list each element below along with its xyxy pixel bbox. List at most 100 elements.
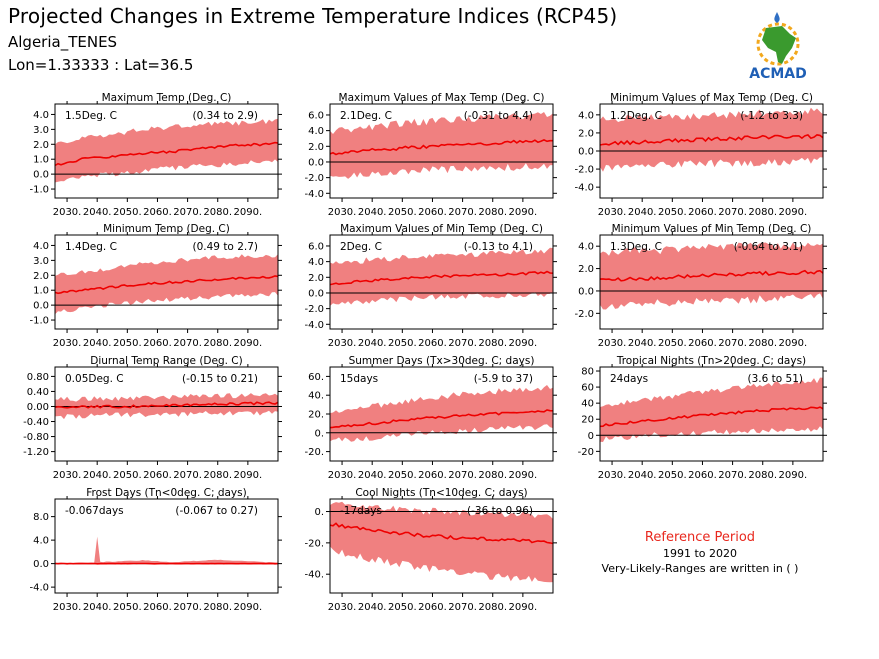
x-tick-label: 2030.: [53, 338, 82, 349]
range-band: [600, 377, 823, 442]
y-tick-label: 3.0: [33, 256, 49, 267]
x-tick-label: 2080.: [203, 338, 232, 349]
x-tick-label: 2040.: [358, 338, 387, 349]
y-tick-label: 20.: [308, 410, 324, 421]
chart-title: Tropical Nights (Tn>20deg. C; days): [616, 355, 806, 367]
chart-title: Minimum Values of Min Temp (Deg. C): [612, 223, 812, 235]
x-tick-label: 2030.: [328, 602, 357, 613]
chart-range: (-0.31 to 4.4): [464, 110, 533, 122]
range-band: [600, 242, 823, 310]
x-tick-label: 2030.: [598, 207, 627, 218]
y-tick-label: -1.0: [29, 185, 49, 196]
range-band: [55, 118, 278, 183]
x-tick-label: 2090.: [234, 470, 263, 481]
x-tick-label: 2070.: [448, 338, 477, 349]
y-tick-label: 4.0: [578, 242, 594, 253]
y-tick-label: 0.: [314, 428, 324, 439]
x-tick-label: 2030.: [598, 338, 627, 349]
y-tick-label: -2.0: [574, 309, 594, 320]
x-tick-label: 2030.: [53, 207, 82, 218]
median-line: [54, 401, 279, 409]
chart-summary: 1.5Deg. C: [65, 110, 117, 122]
y-tick-label: 4.0: [33, 110, 49, 121]
x-tick-label: 2090.: [234, 338, 263, 349]
x-tick-label: 2040.: [83, 338, 112, 349]
y-tick-label: 4.0: [308, 126, 324, 137]
y-tick-label: 0.80: [27, 372, 49, 383]
y-tick-label: -20.: [304, 447, 324, 458]
x-tick-label: 2050.: [388, 470, 417, 481]
chart-title: Maximum Values of Min Temp (Deg. C): [340, 223, 543, 235]
median-line: [599, 269, 824, 282]
y-tick-label: 2.0: [578, 264, 594, 275]
plot-frame: [329, 498, 554, 594]
y-tick-label: 1.0: [33, 286, 49, 297]
logo-text: ACMAD: [749, 66, 807, 82]
y-tick-label: -2.0: [304, 304, 324, 315]
chart-panel: Minimum Values of Min Temp (Deg. C) 1.3De…: [574, 223, 827, 349]
range-band: [55, 536, 278, 565]
x-tick-label: 2080.: [478, 470, 507, 481]
chart-range: (-0.64 to 3.1): [734, 241, 803, 253]
reference-period-years: 1991 to 2020: [662, 547, 738, 560]
x-tick-label: 2030.: [53, 602, 82, 613]
median-line: [54, 275, 279, 295]
y-tick-label: 60: [581, 383, 594, 394]
chart-title: Maximum Temp (Deg. C): [102, 92, 232, 104]
y-tick-label: 8.0: [33, 512, 49, 523]
acmad-logo: ACMAD: [749, 12, 807, 82]
x-tick-label: 2080.: [748, 207, 777, 218]
x-tick-label: 2060.: [688, 207, 717, 218]
y-tick-label: -0.80: [23, 432, 49, 443]
x-tick-label: 2090.: [509, 207, 538, 218]
median-line: [599, 133, 824, 146]
plot-frame: [599, 234, 824, 330]
chart-panel: Minimum Temp (Deg. C) 1.4Deg. C (0.49 to 2…: [29, 223, 282, 349]
chart-panel: Cool Nights (Tn<10deg. C; days) -17days (-…: [304, 487, 557, 613]
x-tick-label: 2040.: [83, 602, 112, 613]
y-tick-label: 2.0: [33, 271, 49, 282]
chart-panel: Diurnal Temp Range (Deg. C) 0.05Deg. C (-0…: [23, 355, 282, 481]
median-line: [329, 522, 554, 545]
range-note: Very-Likely-Ranges are written in ( ): [601, 562, 799, 575]
plot-frame: [54, 234, 279, 330]
chart-range: (-0.15 to 0.21): [182, 373, 258, 385]
plot-frame: [54, 498, 279, 594]
plot-frame: [329, 234, 554, 330]
x-tick-label: 2060.: [418, 207, 447, 218]
y-tick-label: -2.0: [574, 165, 594, 176]
x-tick-label: 2030.: [53, 470, 82, 481]
x-tick-label: 2080.: [478, 207, 507, 218]
chart-panel: Minimum Values of Max Temp (Deg. C) 1.2De…: [574, 92, 827, 218]
y-tick-label: 0.0: [33, 301, 49, 312]
x-tick-label: 2060.: [143, 207, 172, 218]
median-line: [329, 270, 554, 286]
chart-summary: 1.2Deg. C: [610, 110, 662, 122]
x-tick-label: 2040.: [358, 470, 387, 481]
x-tick-label: 2050.: [388, 207, 417, 218]
x-tick-label: 2050.: [113, 338, 142, 349]
plot-frame: [54, 366, 279, 462]
x-tick-label: 2030.: [328, 338, 357, 349]
chart-range: (-0.067 to 0.27): [175, 505, 258, 517]
y-tick-label: 0.0: [308, 288, 324, 299]
y-tick-label: -4.0: [304, 189, 324, 200]
x-tick-label: 2080.: [478, 602, 507, 613]
x-tick-label: 2090.: [509, 338, 538, 349]
x-tick-label: 2090.: [234, 602, 263, 613]
y-tick-label: 4.0: [33, 536, 49, 547]
y-tick-label: -20.: [304, 538, 324, 549]
x-tick-label: 2040.: [358, 602, 387, 613]
x-tick-label: 2040.: [628, 207, 657, 218]
y-tick-label: 0.0: [33, 559, 49, 570]
x-tick-label: 2060.: [143, 470, 172, 481]
y-tick-label: -40.: [304, 570, 324, 581]
x-tick-label: 2090.: [779, 207, 808, 218]
chart-title: Summer Days (Tx>30deg. C; days): [349, 355, 535, 367]
x-tick-label: 2040.: [628, 470, 657, 481]
y-tick-label: 60.: [308, 372, 324, 383]
x-tick-label: 2050.: [658, 207, 687, 218]
chart-panel: Maximum Temp (Deg. C) 1.5Deg. C (0.34 to 2…: [29, 92, 282, 218]
y-tick-label: -1.0: [29, 316, 49, 327]
y-tick-label: 4.0: [578, 110, 594, 121]
